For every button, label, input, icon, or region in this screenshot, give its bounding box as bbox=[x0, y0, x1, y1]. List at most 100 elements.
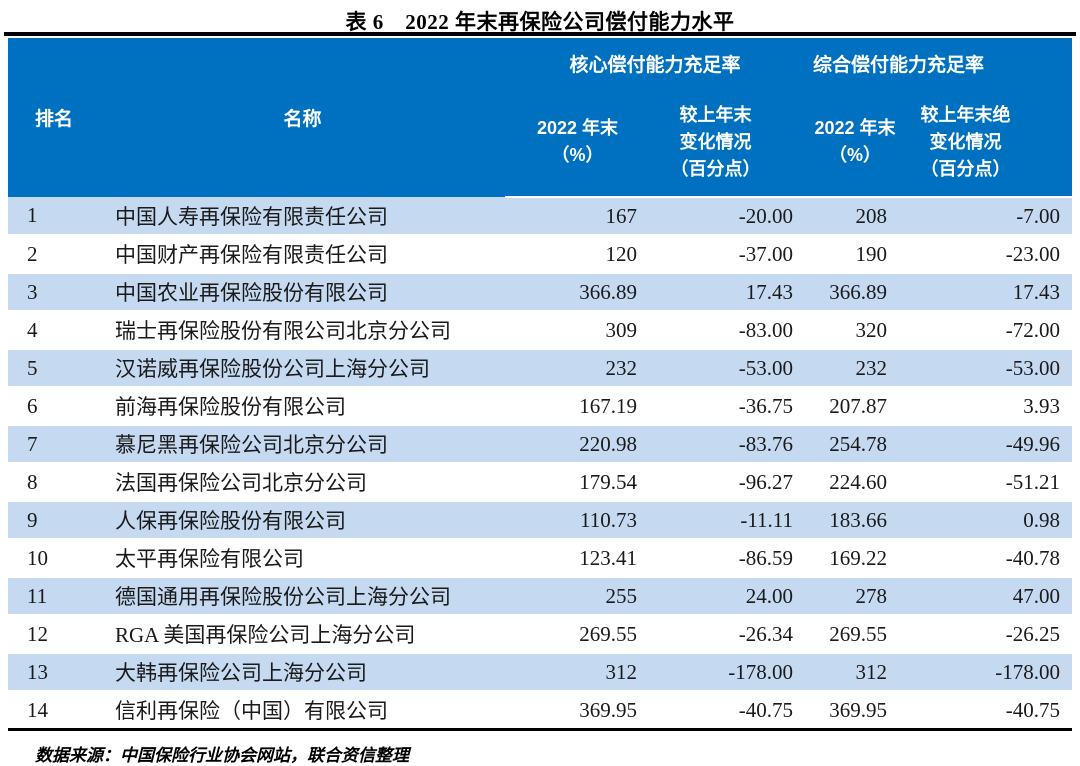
rank-cell: 10 bbox=[8, 539, 100, 578]
rule-gap bbox=[0, 36, 1080, 38]
comp-change-cell: 47.00 bbox=[905, 577, 1073, 616]
name-cell: 太平再保险有限公司 bbox=[100, 539, 505, 578]
rank-cell: 13 bbox=[8, 653, 100, 692]
comp-change-cell: -178.00 bbox=[905, 653, 1073, 692]
name-cell: 瑞士再保险股份有限公司北京分公司 bbox=[100, 311, 505, 350]
table-row: 6 前海再保险股份有限公司 167.19 -36.75 207.87 3.93 bbox=[8, 387, 1073, 426]
core-eoy-cell: 167 bbox=[505, 197, 650, 236]
rank-cell: 11 bbox=[8, 577, 100, 616]
table-row: 3 中国农业再保险股份有限公司 366.89 17.43 366.89 17.4… bbox=[8, 273, 1073, 312]
name-cell: 中国财产再保险有限责任公司 bbox=[100, 235, 505, 274]
core-eoy-cell: 312 bbox=[505, 653, 650, 692]
table-row: 5 汉诺威再保险股份公司上海分公司 232 -53.00 232 -53.00 bbox=[8, 349, 1073, 388]
comp-change-cell: -7.00 bbox=[905, 197, 1073, 236]
comp-eoy-cell: 369.95 bbox=[805, 691, 906, 731]
core-eoy-cell: 232 bbox=[505, 349, 650, 388]
comp-eoy-cell: 366.89 bbox=[805, 273, 906, 312]
comp-change-cell: -23.00 bbox=[905, 235, 1073, 274]
table-row: 13 大韩再保险公司上海分公司 312 -178.00 312 -178.00 bbox=[8, 653, 1073, 692]
core-change-cell: -83.00 bbox=[650, 311, 806, 350]
col-header-core-change: 较上年末 变化情况 （百分点） bbox=[650, 88, 806, 198]
table-header: 排名 名称 核心偿付能力充足率 综合偿付能力充足率 2022 年末 （%） 较上… bbox=[8, 38, 1073, 198]
comp-eoy-cell: 254.78 bbox=[805, 425, 906, 464]
solvency-table: 排名 名称 核心偿付能力充足率 综合偿付能力充足率 2022 年末 （%） 较上… bbox=[8, 38, 1073, 731]
comp-change-cell: -40.75 bbox=[905, 691, 1073, 731]
name-cell: 慕尼黑再保险公司北京分公司 bbox=[100, 425, 505, 464]
rank-cell: 14 bbox=[8, 691, 100, 731]
table-row: 11 德国通用再保险股份公司上海分公司 255 24.00 278 47.00 bbox=[8, 577, 1073, 616]
comp-eoy-cell: 232 bbox=[805, 349, 906, 388]
table-body: 1 中国人寿再保险有限责任公司 167 -20.00 208 -7.00 2 中… bbox=[8, 197, 1073, 731]
comp-eoy-cell: 278 bbox=[805, 577, 906, 616]
comp-change-cell: -51.21 bbox=[905, 463, 1073, 502]
comp-eoy-cell: 224.60 bbox=[805, 463, 906, 502]
comp-eoy-cell: 269.55 bbox=[805, 615, 906, 654]
name-cell: 汉诺威再保险股份公司上海分公司 bbox=[100, 349, 505, 388]
core-change-cell: -83.76 bbox=[650, 425, 806, 464]
rank-cell: 4 bbox=[8, 311, 100, 350]
comp-eoy-cell: 190 bbox=[805, 235, 906, 274]
table-row: 14 信利再保险（中国）有限公司 369.95 -40.75 369.95 -4… bbox=[8, 691, 1073, 731]
core-eoy-cell: 269.55 bbox=[505, 615, 650, 654]
name-cell: 中国人寿再保险有限责任公司 bbox=[100, 197, 505, 236]
header-group-row: 排名 名称 核心偿付能力充足率 综合偿付能力充足率 bbox=[8, 38, 1073, 197]
core-change-cell: -26.34 bbox=[650, 615, 806, 654]
name-cell: 中国农业再保险股份有限公司 bbox=[100, 273, 505, 312]
name-cell: 法国再保险公司北京分公司 bbox=[100, 463, 505, 502]
col-header-rank: 排名 bbox=[8, 38, 100, 197]
comp-change-cell: -53.00 bbox=[905, 349, 1073, 388]
name-cell: 前海再保险股份有限公司 bbox=[100, 387, 505, 426]
rank-cell: 12 bbox=[8, 615, 100, 654]
core-eoy-cell: 369.95 bbox=[505, 691, 650, 731]
rank-cell: 5 bbox=[8, 349, 100, 388]
core-change-cell: -178.00 bbox=[650, 653, 806, 692]
core-change-cell: -11.11 bbox=[650, 501, 806, 540]
core-eoy-cell: 220.98 bbox=[505, 425, 650, 464]
comp-eoy-cell: 207.87 bbox=[805, 387, 906, 426]
core-eoy-cell: 179.54 bbox=[505, 463, 650, 502]
core-eoy-cell: 167.19 bbox=[505, 387, 650, 426]
core-change-cell: -53.00 bbox=[650, 349, 806, 388]
table-row: 8 法国再保险公司北京分公司 179.54 -96.27 224.60 -51.… bbox=[8, 463, 1073, 502]
comp-change-cell: 0.98 bbox=[905, 501, 1073, 540]
comp-eoy-cell: 169.22 bbox=[805, 539, 906, 578]
core-eoy-cell: 123.41 bbox=[505, 539, 650, 578]
core-change-cell: 24.00 bbox=[650, 577, 806, 616]
col-header-comp-change: 较上年末绝 变化情况 （百分点） bbox=[905, 88, 1073, 198]
comp-change-cell: 3.93 bbox=[905, 387, 1073, 426]
name-cell: 人保再保险股份有限公司 bbox=[100, 501, 505, 540]
rank-cell: 7 bbox=[8, 425, 100, 464]
core-change-cell: -20.00 bbox=[650, 197, 806, 236]
col-header-name: 名称 bbox=[100, 38, 505, 197]
comp-change-cell: -26.25 bbox=[905, 615, 1073, 654]
table-row: 7 慕尼黑再保险公司北京分公司 220.98 -83.76 254.78 -49… bbox=[8, 425, 1073, 464]
comp-eoy-cell: 208 bbox=[805, 197, 906, 236]
name-cell: RGA 美国再保险公司上海分公司 bbox=[100, 615, 505, 654]
comp-change-cell: 17.43 bbox=[905, 273, 1073, 312]
name-cell: 信利再保险（中国）有限公司 bbox=[100, 691, 505, 731]
col-header-core-2022: 2022 年末 （%） bbox=[505, 88, 650, 198]
rank-cell: 8 bbox=[8, 463, 100, 502]
core-change-cell: 17.43 bbox=[650, 273, 806, 312]
comp-eoy-cell: 312 bbox=[805, 653, 906, 692]
core-eoy-cell: 309 bbox=[505, 311, 650, 350]
name-cell: 德国通用再保险股份公司上海分公司 bbox=[100, 577, 505, 616]
header-sub-row: 2022 年末 （%） 较上年末 变化情况 （百分点） 2022 年末 （%） … bbox=[8, 88, 1073, 198]
comp-change-cell: -40.78 bbox=[905, 539, 1073, 578]
table-row: 12 RGA 美国再保险公司上海分公司 269.55 -26.34 269.55… bbox=[8, 615, 1073, 654]
rank-cell: 3 bbox=[8, 273, 100, 312]
rank-cell: 9 bbox=[8, 501, 100, 540]
comp-eoy-cell: 320 bbox=[805, 311, 906, 350]
table-row: 2 中国财产再保险有限责任公司 120 -37.00 190 -23.00 bbox=[8, 235, 1073, 274]
core-change-cell: -40.75 bbox=[650, 691, 806, 731]
core-eoy-cell: 366.89 bbox=[505, 273, 650, 312]
comp-change-cell: -72.00 bbox=[905, 311, 1073, 350]
core-eoy-cell: 110.73 bbox=[505, 501, 650, 540]
core-change-cell: -37.00 bbox=[650, 235, 806, 274]
table-row: 4 瑞士再保险股份有限公司北京分公司 309 -83.00 320 -72.00 bbox=[8, 311, 1073, 350]
comp-eoy-cell: 183.66 bbox=[805, 501, 906, 540]
name-cell: 大韩再保险公司上海分公司 bbox=[100, 653, 505, 692]
table-row: 9 人保再保险股份有限公司 110.73 -11.11 183.66 0.98 bbox=[8, 501, 1073, 540]
core-eoy-cell: 120 bbox=[505, 235, 650, 274]
table-row: 10 太平再保险有限公司 123.41 -86.59 169.22 -40.78 bbox=[8, 539, 1073, 578]
